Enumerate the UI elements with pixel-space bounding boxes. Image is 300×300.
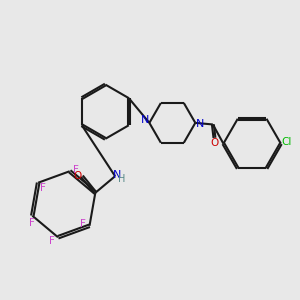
Text: N: N	[113, 169, 121, 180]
Text: O: O	[210, 138, 219, 148]
Text: O: O	[74, 171, 82, 181]
Text: N: N	[141, 115, 149, 125]
Text: F: F	[29, 218, 35, 228]
Text: F: F	[40, 184, 46, 194]
Text: F: F	[73, 165, 79, 175]
Text: F: F	[49, 236, 55, 246]
Text: F: F	[80, 219, 86, 229]
Text: Cl: Cl	[281, 137, 292, 147]
Text: N: N	[196, 119, 204, 130]
Text: H: H	[118, 174, 126, 184]
